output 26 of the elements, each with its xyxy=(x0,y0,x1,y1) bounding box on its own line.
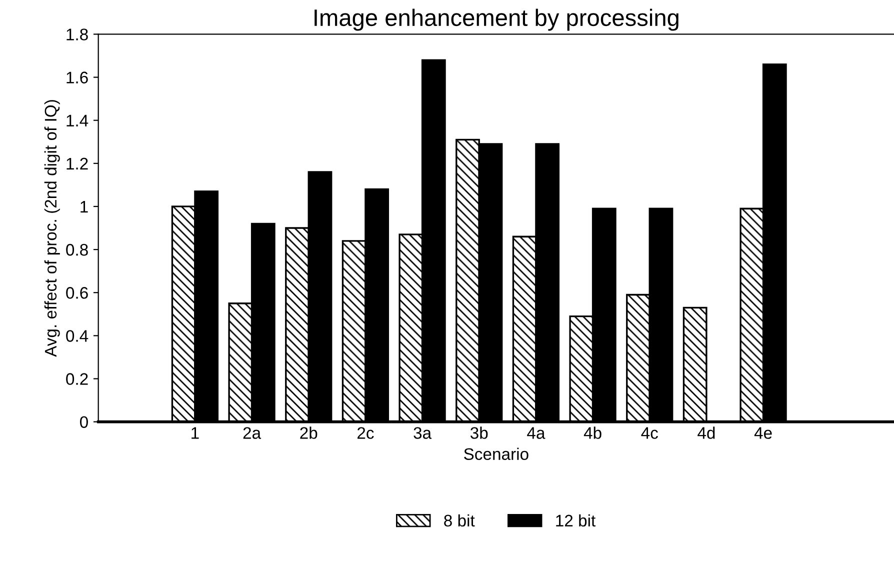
x-tick-label: 4b xyxy=(584,426,602,439)
x-tick-label: 4d xyxy=(698,426,715,439)
x-tick-label: 4e xyxy=(754,427,772,439)
x-tick-label: 2a xyxy=(243,427,262,439)
y-tick-label: 1 xyxy=(80,201,88,213)
x-axis-title: Scenario xyxy=(464,448,528,460)
y-tick-label: 0.2 xyxy=(66,373,88,385)
y-tick-label: 1.6 xyxy=(66,72,88,84)
x-tick-label: 2b xyxy=(300,426,318,439)
x-tick-label: 4a xyxy=(527,427,546,439)
y-tick-label: 0.4 xyxy=(66,330,88,342)
x-tick-label: 4c xyxy=(641,427,658,439)
y-tick-label: 1.2 xyxy=(66,158,88,170)
x-tick-label: 3a xyxy=(414,427,432,439)
y-tick-label: 1.4 xyxy=(66,114,88,126)
y-tick-label: 0.8 xyxy=(66,244,88,256)
x-tick-label: 2c xyxy=(357,427,374,439)
chart-title: Image enhancement by processing xyxy=(314,8,678,31)
y-tick-label: 0.6 xyxy=(66,287,88,299)
x-tick-label: 1 xyxy=(192,427,199,439)
y-axis-title: Avg. effect of proc. (2nd digit of IQ) xyxy=(44,100,60,357)
y-tick-label: 1.8 xyxy=(66,28,88,40)
legend-label: 8 bit xyxy=(444,514,475,527)
x-tick-label: 3b xyxy=(470,426,488,439)
y-tick-label: 0 xyxy=(80,416,88,428)
legend-label: 12 bit xyxy=(556,514,596,527)
